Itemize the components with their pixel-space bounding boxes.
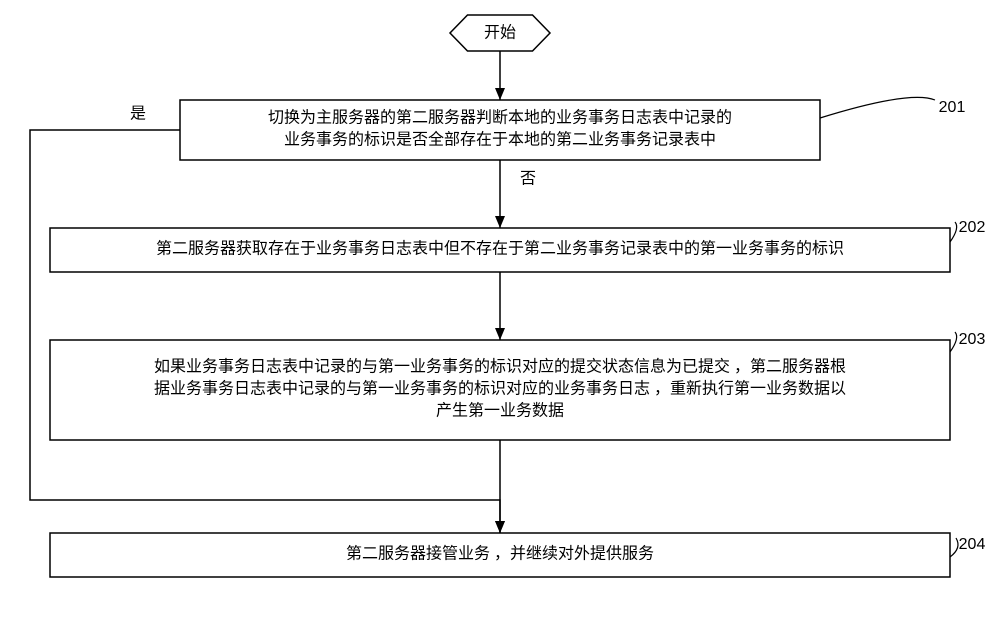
node-p202: 第二服务器获取存在于业务事务日志表中但不存在于第二业务事务记录表中的第一业务事务… [50,219,985,272]
arrow-head [495,88,505,100]
node-start: 开始 [450,15,550,51]
p202-step-number: 202 [959,219,986,236]
arrow-head [495,521,505,533]
node-p203: 如果业务事务日志表中记录的与第一业务事务的标识对应的提交状态信息为已提交 ，第二… [50,331,985,440]
node-p204: 第二服务器接管业务 ，并继续对外提供服务 204 [50,533,985,577]
p203-line-0: 如果业务事务日志表中记录的与第一业务事务的标识对应的提交状态信息为已提交 ，第二… [154,357,846,376]
p204-line-0: 第二服务器接管业务 ，并继续对外提供服务 [346,545,654,563]
d201-callout [820,97,935,118]
start-label: 开始 [484,24,516,42]
flow-edge [30,130,500,533]
p203-line-1: 据业务事务日志表中记录的与第一业务事务的标识对应的业务事务日志 ，重新执行第一业… [154,379,846,398]
p203-step-number: 203 [959,331,986,348]
d201-line-1: 业务事务的标识是否全部存在于本地的第二业务事务记录表中 [284,131,716,149]
p203-line-2: 产生第一业务数据 [436,402,564,420]
d201-line-0: 切换为主服务器的第二服务器判断本地的业务事务日志表中记录的 [268,109,732,127]
p202-line-0: 第二服务器获取存在于业务事务日志表中但不存在于第二业务事务记录表中的第一业务事务… [156,240,844,258]
node-d201: 切换为主服务器的第二服务器判断本地的业务事务日志表中记录的业务事务的标识是否全部… [180,97,965,160]
edge-label: 是 [130,106,146,123]
p202-callout [950,222,957,242]
arrow-head [495,328,505,340]
arrow-head [495,216,505,228]
p203-callout [950,332,957,352]
edge-label: 否 [520,171,536,188]
p204-callout [950,538,958,557]
p204-step-number: 204 [959,536,986,553]
d201-step-number: 201 [939,99,966,116]
